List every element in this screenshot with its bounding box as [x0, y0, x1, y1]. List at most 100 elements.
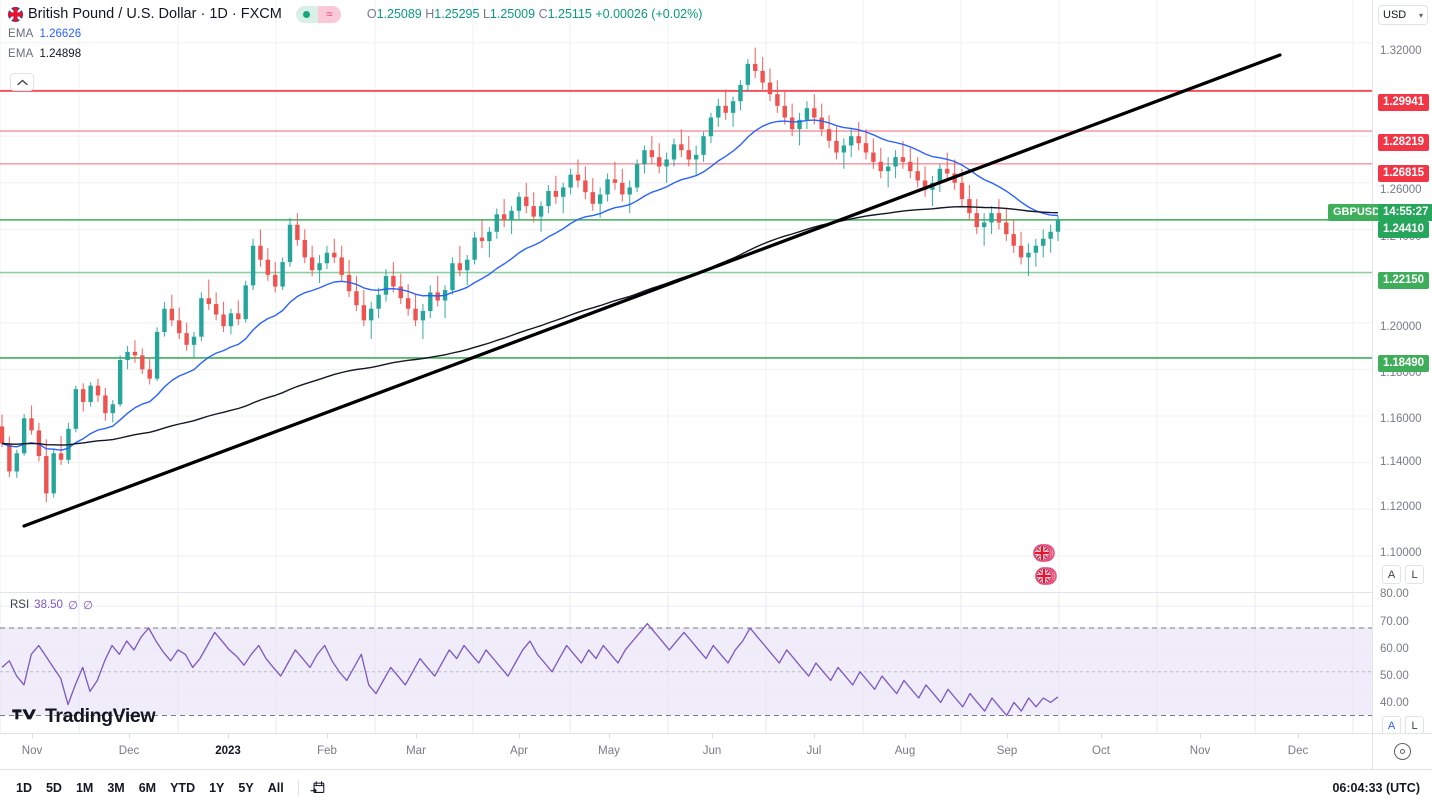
rsi-legend-value: 38.50	[34, 599, 63, 611]
time-axis-tick	[712, 734, 713, 738]
rsi-indicator-pane[interactable]	[0, 593, 1372, 733]
time-axis-label: Mar	[406, 745, 426, 757]
time-axis-label: Sep	[996, 745, 1018, 757]
currency-selector[interactable]: USD ▾	[1378, 5, 1428, 25]
time-axis-label: May	[598, 745, 620, 757]
price-tick-label: 1.20000	[1380, 321, 1422, 333]
time-axis-label: 2023	[215, 745, 241, 757]
rsi-line-button[interactable]: L	[1405, 716, 1424, 735]
range-button-3m[interactable]: 3M	[107, 780, 125, 795]
time-axis-label: Feb	[317, 745, 337, 757]
watermark-text: TradingView	[45, 705, 156, 727]
rsi-legend-param-1: ∅	[67, 600, 78, 612]
price-level-label[interactable]: 1.24410	[1378, 221, 1429, 238]
time-axis-label: Aug	[894, 745, 916, 757]
price-level-label[interactable]: 1.29941	[1378, 94, 1429, 111]
close-value: 1.25115	[547, 7, 592, 21]
range-button-1d[interactable]: 1D	[16, 780, 32, 795]
tradingview-logo-icon	[12, 709, 36, 720]
time-axis-tick	[228, 734, 229, 738]
low-value: 1.25009	[489, 7, 536, 21]
time-axis-tick	[1007, 734, 1008, 738]
time-axis-tick	[1101, 734, 1102, 738]
price-level-label[interactable]: 1.18490	[1378, 355, 1429, 372]
ohlc-values: O1.25089 H1.25295 L1.25009 C1.25115 +0.0…	[367, 7, 703, 21]
economic-event-marker-1[interactable]	[1031, 543, 1055, 562]
ema-fast-label: EMA	[8, 28, 34, 40]
time-axis-tick	[1200, 734, 1201, 738]
time-axis-tick	[129, 734, 130, 738]
close-label: C	[538, 7, 548, 21]
chart-settings-icon[interactable]	[1394, 742, 1411, 760]
high-label: H	[425, 7, 435, 21]
price-axis[interactable]	[1372, 0, 1432, 770]
range-button-6m[interactable]: 6M	[138, 780, 157, 795]
range-button-ytd[interactable]: YTD	[170, 780, 196, 795]
range-button-1y[interactable]: 1Y	[209, 780, 225, 795]
open-label: O	[366, 7, 377, 21]
time-axis-label: Jul	[806, 745, 822, 757]
rsi-axis-buttons[interactable]: A L	[1382, 716, 1424, 735]
time-axis-label: Jun	[702, 745, 722, 757]
time-axis-tick	[814, 734, 815, 738]
high-value: 1.25295	[434, 7, 480, 21]
symbol-row[interactable]: British Pound / U.S. Dollar · 1D · FXCM …	[8, 4, 808, 24]
rsi-tick-label: 80.00	[1380, 588, 1409, 600]
market-status-badges[interactable]: ≈	[295, 5, 341, 23]
calendar-arrow-icon	[310, 780, 324, 793]
range-button-5y[interactable]: 5Y	[238, 780, 254, 795]
currency-value: USD	[1383, 9, 1407, 21]
utc-clock: 06:04:33 (UTC)	[1332, 780, 1420, 795]
date-range-buttons: 1D 5D 1M 3M 6M YTD 1Y 5Y All	[0, 778, 290, 798]
chevron-down-icon: ▾	[1418, 10, 1423, 20]
time-axis-tick	[905, 734, 906, 738]
price-change: +0.00026 (+0.02%)	[595, 7, 703, 21]
indicator-row-ema-fast[interactable]: EMA 1.26626	[8, 24, 808, 44]
time-axis-label: Dec	[1287, 745, 1309, 757]
alert-button[interactable]: A	[1382, 565, 1401, 584]
time-axis-label: Oct	[1092, 745, 1110, 757]
price-level-label[interactable]: 1.26815	[1378, 165, 1429, 182]
price-tick-label: 1.14000	[1380, 456, 1422, 468]
open-value: 1.25089	[376, 7, 422, 21]
price-tick-label: 1.12000	[1380, 501, 1422, 513]
time-axis-label: Nov	[21, 745, 43, 757]
ema-slow-value: 1.24898	[39, 48, 82, 60]
rsi-tick-label: 40.00	[1380, 697, 1409, 709]
time-axis-tick	[32, 734, 33, 738]
rsi-tick-label: 50.00	[1380, 670, 1409, 682]
tradingview-watermark: TradingView	[12, 705, 156, 728]
price-tick-label: 1.10000	[1380, 547, 1422, 559]
uk-flag-icon	[8, 6, 23, 22]
rsi-legend[interactable]: RSI 38.50 ∅ ∅	[10, 598, 93, 612]
range-button-5d[interactable]: 5D	[45, 780, 62, 795]
chart-style-icon[interactable]: ≈	[317, 5, 341, 23]
time-axis[interactable]: Nov Dec 2023 Feb Mar Apr May Jun Jul Aug Sep Oct Nov…	[0, 733, 1432, 769]
indicator-row-ema-slow[interactable]: EMA 1.24898	[8, 44, 808, 64]
time-axis-tick	[1298, 734, 1299, 738]
price-axis-buttons[interactable]: A L	[1382, 565, 1424, 584]
line-button[interactable]: L	[1405, 565, 1424, 584]
chart-legend: British Pound / U.S. Dollar · 1D · FXCM …	[8, 4, 808, 64]
time-axis-settings[interactable]	[1372, 733, 1432, 769]
time-axis-tick	[416, 734, 417, 738]
rsi-legend-name: RSI	[10, 599, 30, 611]
collapse-legend-button[interactable]	[10, 73, 34, 91]
rsi-tick-label: 60.00	[1380, 643, 1409, 655]
toolbar-divider	[297, 779, 299, 796]
range-button-all[interactable]: All	[267, 780, 284, 795]
price-level-label[interactable]: 1.28219	[1378, 134, 1429, 151]
time-axis-label: Dec	[118, 745, 140, 757]
chevron-up-icon	[16, 79, 28, 85]
market-open-dot-icon[interactable]	[295, 5, 318, 23]
rsi-chart-svg	[0, 593, 1372, 733]
date-range-icon[interactable]	[307, 777, 329, 799]
time-axis-label: Apr	[510, 745, 528, 757]
symbol-title[interactable]: British Pound / U.S. Dollar · 1D · FXCM	[28, 6, 282, 22]
economic-event-marker-2[interactable]	[1033, 566, 1057, 585]
price-level-label[interactable]: 1.22150	[1378, 272, 1429, 289]
range-button-1m[interactable]: 1M	[75, 780, 94, 795]
low-label: L	[482, 7, 490, 21]
price-chart-plot[interactable]	[0, 0, 1372, 592]
